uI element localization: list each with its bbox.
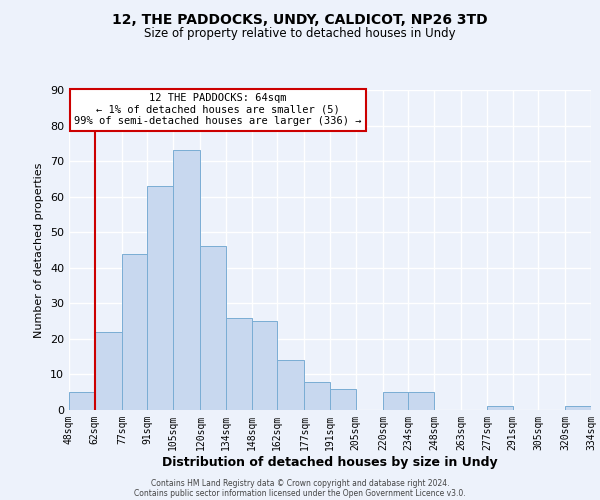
Bar <box>69 392 95 410</box>
Bar <box>330 388 356 410</box>
Bar <box>173 150 200 410</box>
Bar <box>226 318 251 410</box>
Bar <box>565 406 591 410</box>
Bar <box>200 246 226 410</box>
X-axis label: Distribution of detached houses by size in Undy: Distribution of detached houses by size … <box>162 456 498 468</box>
Bar <box>383 392 409 410</box>
Text: Contains public sector information licensed under the Open Government Licence v3: Contains public sector information licen… <box>134 488 466 498</box>
Bar <box>487 406 512 410</box>
Bar <box>409 392 434 410</box>
Bar <box>304 382 330 410</box>
Bar <box>95 332 122 410</box>
Y-axis label: Number of detached properties: Number of detached properties <box>34 162 44 338</box>
Text: 12, THE PADDOCKS, UNDY, CALDICOT, NP26 3TD: 12, THE PADDOCKS, UNDY, CALDICOT, NP26 3… <box>112 12 488 26</box>
Text: 12 THE PADDOCKS: 64sqm
← 1% of detached houses are smaller (5)
99% of semi-detac: 12 THE PADDOCKS: 64sqm ← 1% of detached … <box>74 93 362 126</box>
Text: Contains HM Land Registry data © Crown copyright and database right 2024.: Contains HM Land Registry data © Crown c… <box>151 478 449 488</box>
Text: Size of property relative to detached houses in Undy: Size of property relative to detached ho… <box>144 28 456 40</box>
Bar <box>251 321 277 410</box>
Bar <box>122 254 148 410</box>
Bar <box>277 360 304 410</box>
Bar <box>148 186 173 410</box>
